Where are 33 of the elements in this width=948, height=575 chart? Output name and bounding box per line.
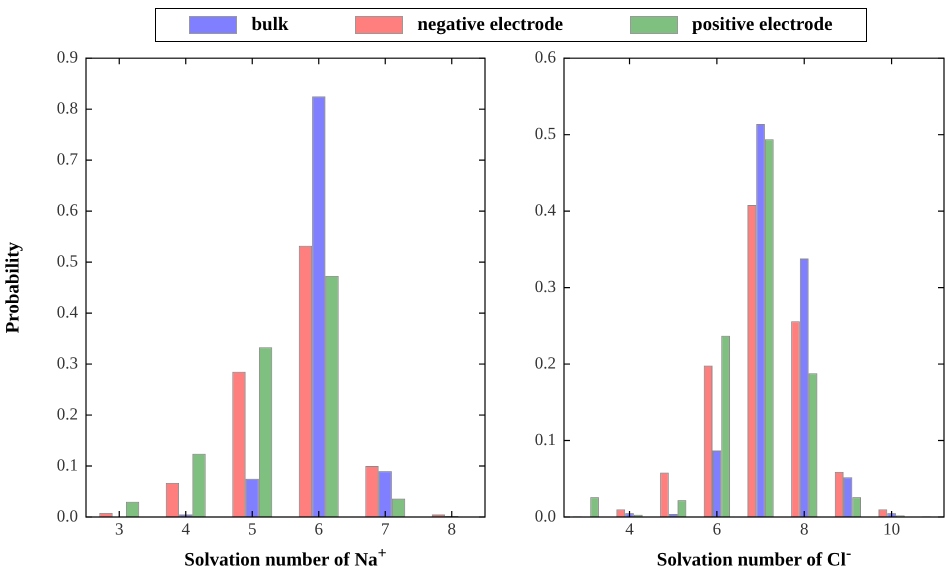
y-tick-label: 0.0 <box>56 506 78 526</box>
x-tick-label: 10 <box>883 520 900 539</box>
y-tick-label: 0.3 <box>56 354 78 373</box>
y-tick-label: 0.9 <box>56 48 78 67</box>
y-tick-label: 0.5 <box>534 124 556 144</box>
legend-label: negative electrode <box>417 14 564 36</box>
y-tick-label: 0.3 <box>534 277 556 296</box>
y-tick-label: 0.5 <box>56 252 78 271</box>
x-tick-label: 4 <box>625 520 634 539</box>
y-tick-label: 0.6 <box>56 200 78 220</box>
x-tick-label: 8 <box>448 520 456 539</box>
x-axis-title: Solvation number of Na$^{+}$ <box>183 545 388 572</box>
x-tick-label: 7 <box>381 520 390 539</box>
x-axis-title: Solvation number of Cl$^{-}$ <box>656 545 852 572</box>
x-tick-label: 4 <box>182 520 190 539</box>
x-tick-label: 6 <box>712 520 722 539</box>
y-tick-label: 0.2 <box>56 404 78 424</box>
y-tick-label: 0.6 <box>534 48 556 67</box>
legend-label: positive electrode <box>692 14 833 36</box>
x-tick-label: 8 <box>800 520 808 539</box>
y-tick-label: 0.1 <box>534 430 556 449</box>
legend-label: bulk <box>251 14 288 36</box>
y-tick-label: 0.8 <box>56 98 78 118</box>
y-tick-label: 0.2 <box>534 354 556 373</box>
y-tick-label: 0.7 <box>56 150 78 169</box>
x-tick-label: 3 <box>115 520 124 539</box>
y-tick-label: 0.4 <box>534 200 556 220</box>
y-tick-label: 0.1 <box>56 455 78 474</box>
x-tick-label: 5 <box>248 520 256 539</box>
x-tick-label: 6 <box>314 520 323 539</box>
y-tick-label: 0.4 <box>56 302 78 322</box>
y-axis-title: Probability <box>2 241 24 334</box>
y-tick-label: 0.0 <box>534 506 556 526</box>
